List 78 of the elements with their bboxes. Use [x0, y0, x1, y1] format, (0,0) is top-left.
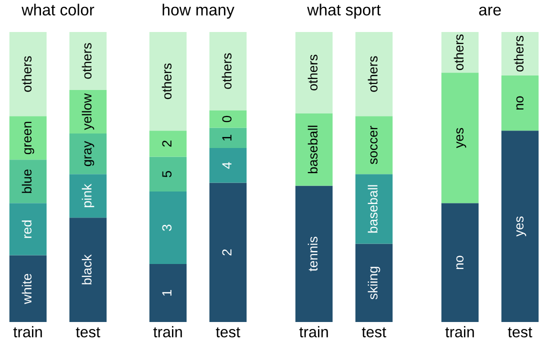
- bar: [69, 32, 107, 90]
- bar: [9, 160, 47, 204]
- annotation: others: [368, 56, 378, 92]
- bar: [295, 113, 333, 186]
- annotation: green: [24, 122, 34, 154]
- annotation: skiing: [368, 266, 380, 300]
- annotation: 4: [222, 162, 232, 169]
- bar: [441, 32, 479, 73]
- annotation: pink: [82, 184, 94, 208]
- annotation: others: [82, 43, 92, 79]
- annotation: baseball: [308, 126, 318, 174]
- bar: [69, 90, 107, 134]
- bar: [355, 116, 393, 174]
- annotation: 1: [222, 134, 232, 141]
- chart-title: are: [479, 6, 501, 16]
- bar: [355, 174, 393, 244]
- annotation: others: [514, 36, 524, 72]
- bar: [9, 203, 47, 256]
- bar: [295, 186, 333, 322]
- bar: [69, 174, 107, 218]
- bar: [441, 203, 479, 322]
- bar: [209, 128, 247, 148]
- bar: [149, 192, 187, 264]
- bar: [9, 255, 47, 322]
- annotation: 3: [162, 224, 172, 231]
- annotation: white: [22, 274, 32, 304]
- annotation: 2: [162, 140, 172, 147]
- x-tick-label: train: [13, 326, 42, 338]
- bar: [149, 264, 187, 322]
- bar: [69, 218, 107, 322]
- x-tick-label: test: [216, 327, 240, 338]
- chart-title: what color: [22, 4, 94, 16]
- annotation: gray: [84, 140, 94, 166]
- x-tick-label: train: [445, 326, 474, 338]
- bar: [149, 156, 187, 192]
- x-tick-label: test: [362, 327, 386, 338]
- chart-title: what sport: [307, 4, 381, 19]
- x-tick-label: train: [299, 326, 328, 338]
- annotation: others: [222, 53, 232, 89]
- annotation: blue: [22, 169, 32, 193]
- annotation: black: [82, 254, 92, 284]
- bar: [209, 32, 247, 110]
- annotation: 2: [222, 249, 232, 256]
- bar: [9, 116, 47, 160]
- bar: [295, 32, 333, 114]
- annotation: 1: [162, 290, 172, 296]
- bar: [149, 130, 187, 157]
- bar: [441, 72, 479, 204]
- annotation: others: [308, 54, 318, 90]
- annotation: yellow: [82, 93, 94, 130]
- annotation: others: [162, 63, 172, 100]
- bar: [9, 32, 47, 116]
- annotation: others: [454, 34, 464, 70]
- bar: [209, 148, 247, 183]
- annotation: no: [516, 96, 524, 110]
- x-tick-label: train: [153, 326, 182, 338]
- annotation: red: [22, 220, 32, 238]
- annotation: baseball: [368, 185, 378, 233]
- annotation: yes: [516, 216, 526, 237]
- bar: [209, 110, 247, 128]
- bar: [355, 244, 393, 322]
- annotation: 5: [162, 170, 172, 178]
- bar: [501, 32, 539, 76]
- annotation: soccer: [370, 126, 378, 164]
- x-tick-label: test: [76, 327, 100, 338]
- bar: [69, 134, 107, 174]
- bar: [149, 32, 187, 131]
- bar: [209, 182, 247, 322]
- x-tick-label: test: [508, 327, 532, 338]
- annotation: yes: [456, 128, 466, 148]
- annotation: no: [456, 256, 464, 270]
- annotation: tennis: [308, 236, 318, 272]
- bar: [501, 130, 539, 322]
- bar: [501, 76, 539, 131]
- annotation: 0: [222, 116, 232, 122]
- annotation: others: [22, 56, 32, 92]
- chart-title: how many: [162, 4, 234, 19]
- bar: [355, 32, 393, 116]
